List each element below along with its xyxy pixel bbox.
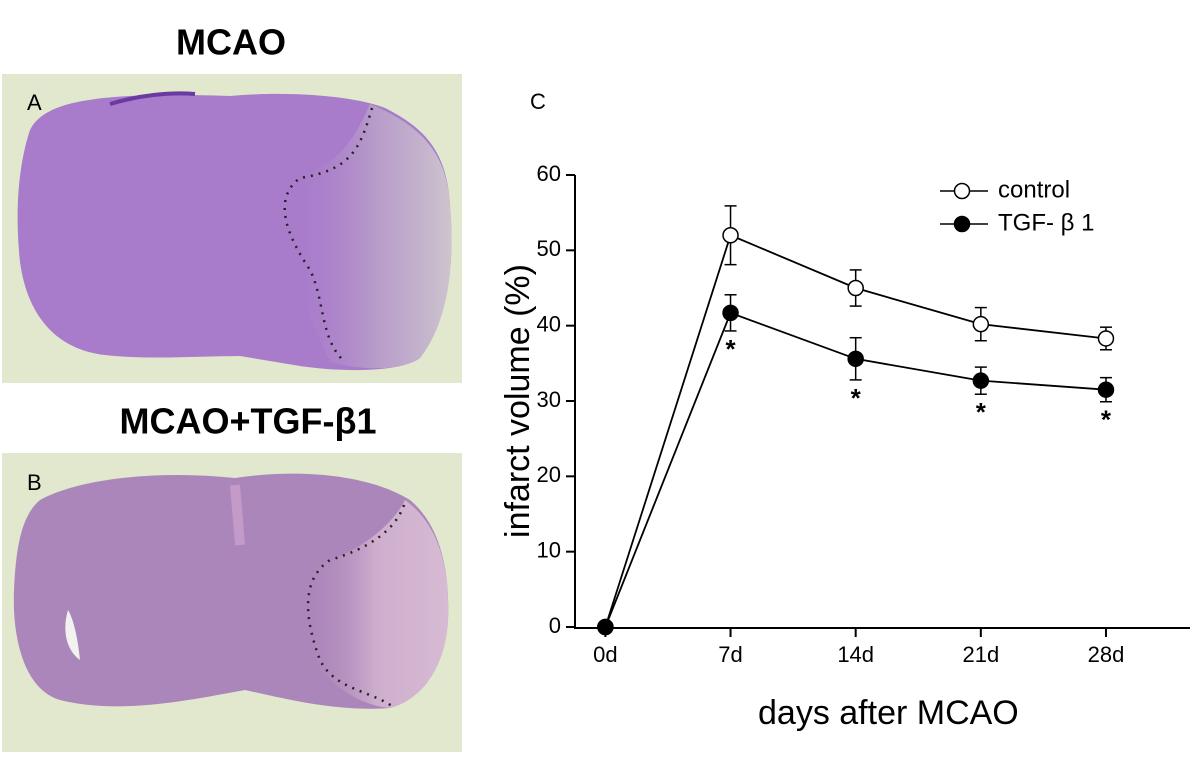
y-tick-label: 10 [537, 537, 561, 562]
panel-label: B [27, 470, 42, 495]
data-point [597, 618, 614, 636]
panel-title: MCAO+TGF-β1 [120, 401, 377, 442]
significance-marker: * [976, 397, 987, 427]
significance-marker: * [1101, 405, 1112, 435]
y-tick-label: 20 [537, 462, 561, 487]
legend-marker [953, 215, 971, 233]
data-point [722, 227, 739, 244]
data-point [1097, 330, 1115, 347]
x-tick-label: 14d [837, 642, 874, 667]
y-tick-label: 40 [537, 311, 561, 336]
data-point [1097, 381, 1115, 398]
data-point [847, 279, 864, 297]
panel-label: A [27, 90, 42, 115]
legend-marker [953, 182, 971, 200]
y-tick-label: 60 [537, 161, 561, 186]
brain-image-b: B [2, 453, 462, 752]
data-point [972, 315, 990, 333]
panel-label: C [530, 89, 546, 114]
legend-label: TGF- β 1 [998, 209, 1094, 236]
legend-label: control [998, 176, 1070, 203]
data-point [972, 372, 990, 389]
x-tick-label: 21d [962, 642, 999, 667]
panel-title: MCAO [176, 22, 286, 63]
x-axis-label: days after MCAO [758, 694, 1019, 732]
y-tick-label: 30 [537, 387, 561, 412]
significance-marker: * [725, 334, 736, 364]
brain-image-a: A [2, 74, 462, 383]
y-tick-label: 50 [537, 236, 561, 261]
y-axis-label: infarct volume (%) [499, 264, 537, 538]
significance-marker: * [851, 383, 862, 413]
x-tick-label: 28d [1088, 642, 1125, 667]
data-point [847, 350, 864, 368]
data-point [722, 304, 739, 322]
x-tick-label: 7d [718, 642, 742, 667]
x-tick-label: 0d [593, 642, 617, 667]
y-tick-label: 0 [549, 613, 561, 638]
